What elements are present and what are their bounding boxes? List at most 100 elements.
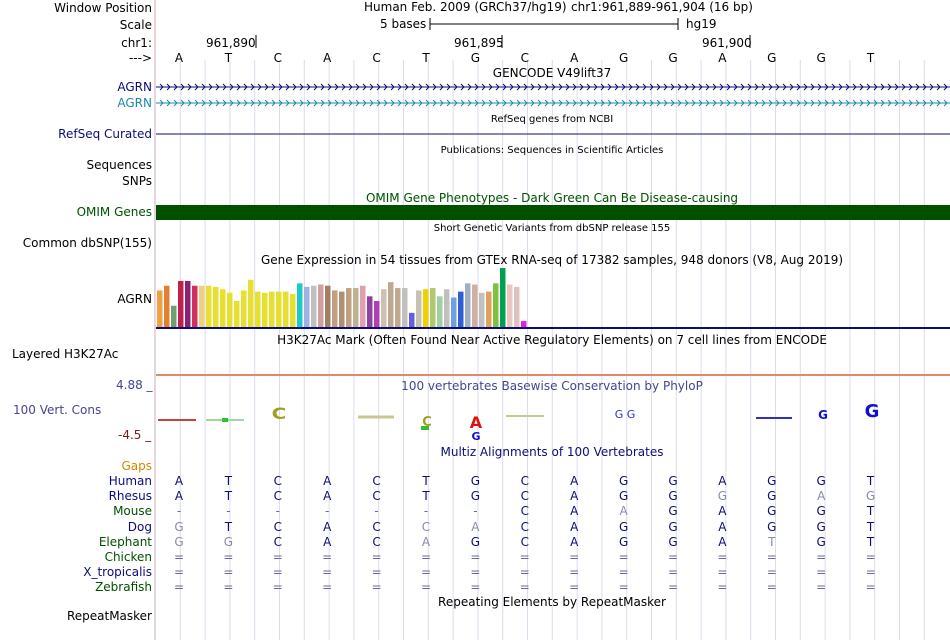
chevron-right-icon	[831, 99, 836, 107]
gtex-tissue-bar[interactable]	[290, 293, 296, 327]
gtex-tissue-bar[interactable]	[297, 283, 303, 327]
gtex-tissue-bar[interactable]	[311, 285, 317, 327]
gtex-tissue-bar[interactable]	[185, 280, 191, 327]
gtex-tissue-bar[interactable]	[458, 291, 464, 327]
gtex-gene-label[interactable]: AGRN	[117, 292, 152, 306]
gtex-tissue-bar[interactable]	[199, 285, 205, 327]
gtex-tissue-bar[interactable]	[430, 288, 436, 327]
gtex-tissue-bar[interactable]	[514, 286, 520, 327]
gencode-gene-label-2[interactable]: AGRN	[117, 96, 152, 110]
gtex-tissue-bar[interactable]	[409, 312, 415, 327]
gtex-tissue-bar[interactable]	[353, 288, 359, 327]
chevron-right-icon	[439, 99, 444, 107]
multiz-species-label[interactable]: Dog	[127, 519, 152, 534]
chevron-right-icon	[537, 83, 542, 91]
gtex-tissue-bar[interactable]	[192, 285, 198, 327]
gtex-tissue-bar[interactable]	[283, 291, 289, 327]
alignment-base: G	[668, 534, 678, 549]
h3k27ac-track-label[interactable]: Layered H3K27Ac	[12, 347, 119, 361]
chevron-right-icon	[824, 83, 829, 91]
repeatmasker-track-label[interactable]: RepeatMasker	[66, 609, 152, 623]
gtex-tissue-bar[interactable]	[325, 285, 331, 327]
gtex-tissue-bar[interactable]	[479, 292, 485, 327]
gtex-tissue-bar[interactable]	[521, 321, 527, 327]
dbsnp-track-label[interactable]: Common dbSNP(155)	[22, 236, 152, 250]
gtex-tissue-bar[interactable]	[332, 290, 338, 327]
gtex-tissue-bar[interactable]	[500, 268, 506, 327]
gtex-tissue-bar[interactable]	[318, 284, 324, 327]
cons-track-label[interactable]: 100 Vert. Cons	[13, 403, 102, 417]
base-letter: T	[866, 51, 875, 65]
gtex-tissue-bar[interactable]	[178, 280, 184, 327]
gtex-tissue-bar[interactable]	[248, 279, 254, 327]
chevron-right-icon	[901, 83, 906, 91]
gtex-tissue-bar[interactable]	[241, 290, 247, 327]
base-letter: A	[174, 51, 184, 65]
gene-agrn-1[interactable]	[156, 83, 950, 91]
gtex-tissue-bar[interactable]	[486, 291, 492, 327]
multiz-species-label[interactable]: Elephant	[98, 534, 152, 549]
gtex-tissue-bar[interactable]	[472, 284, 478, 327]
alignment-base: G	[470, 534, 481, 549]
gtex-tissue-bar[interactable]	[213, 286, 219, 327]
alignment-base: G	[618, 519, 629, 534]
chevron-right-icon	[558, 83, 563, 91]
gtex-tissue-bar[interactable]	[388, 282, 394, 327]
chevron-right-icon	[544, 83, 549, 91]
gtex-tissue-bar[interactable]	[339, 291, 345, 327]
chevron-right-icon	[544, 99, 549, 107]
gtex-tissue-bar[interactable]	[465, 283, 471, 327]
omim-gene-bar[interactable]	[156, 205, 950, 220]
gtex-tissue-bar[interactable]	[416, 290, 422, 327]
gtex-tissue-bar[interactable]	[227, 292, 233, 327]
chevron-right-icon	[467, 99, 472, 107]
omim-track-label[interactable]: OMIM Genes	[76, 205, 152, 219]
gencode-gene-label-1[interactable]: AGRN	[117, 80, 152, 94]
gtex-tissue-bar[interactable]	[269, 291, 275, 327]
gtex-tissue-bar[interactable]	[451, 297, 457, 328]
gtex-tissue-bar[interactable]	[423, 289, 429, 327]
gtex-tissue-bar[interactable]	[402, 288, 408, 327]
publications-label-snps[interactable]: SNPs	[122, 174, 152, 188]
gtex-tissue-bar[interactable]	[360, 285, 366, 327]
gtex-tissue-bar[interactable]	[262, 292, 268, 327]
gtex-tissue-bar[interactable]	[507, 284, 513, 327]
chevron-right-icon	[908, 83, 913, 91]
multiz-species-label[interactable]: Rhesus	[108, 489, 152, 504]
gtex-tissue-bar[interactable]	[437, 296, 443, 327]
position-text[interactable]: chr1:961,889-961,904 (16 bp)	[571, 0, 753, 14]
gtex-bars[interactable]	[157, 268, 527, 327]
repeatmasker-track-title: Repeating Elements by RepeatMasker	[438, 595, 666, 609]
base-letter: A	[323, 51, 332, 65]
chevron-right-icon	[817, 99, 822, 107]
multiz-species-label[interactable]: X_tropicalis	[83, 565, 152, 580]
gtex-tissue-bar[interactable]	[304, 286, 310, 327]
gtex-tissue-bar[interactable]	[367, 296, 373, 327]
conservation-logo[interactable]: C C A G G G G G	[158, 401, 879, 443]
gtex-tissue-bar[interactable]	[255, 291, 261, 327]
gtex-tissue-bar[interactable]	[374, 301, 380, 327]
gtex-tissue-bar[interactable]	[346, 288, 352, 327]
gtex-tissue-bar[interactable]	[171, 305, 177, 327]
gtex-tissue-bar[interactable]	[444, 289, 450, 327]
multiz-species-label[interactable]: Mouse	[113, 504, 152, 519]
gtex-tissue-bar[interactable]	[164, 285, 170, 327]
gtex-tissue-bar[interactable]	[157, 290, 163, 327]
gtex-tissue-bar[interactable]	[493, 283, 499, 327]
publications-label-sequences[interactable]: Sequences	[86, 158, 152, 172]
gtex-tissue-bar[interactable]	[206, 285, 212, 327]
gtex-tissue-bar[interactable]	[220, 289, 226, 327]
alignment-base: C	[520, 504, 529, 519]
multiz-species-label[interactable]: Human	[108, 474, 152, 488]
refseq-track-label[interactable]: RefSeq Curated	[58, 127, 152, 141]
gtex-tissue-bar[interactable]	[395, 288, 401, 327]
gtex-tissue-bar[interactable]	[381, 289, 387, 327]
gtex-tissue-bar[interactable]	[234, 301, 240, 327]
multiz-species-label[interactable]: Zebrafish	[95, 580, 152, 595]
alignment-base: A	[323, 489, 332, 504]
chevron-right-icon	[880, 83, 885, 91]
multiz-species-label[interactable]: Chicken	[104, 550, 152, 564]
gene-agrn-2[interactable]	[156, 99, 950, 107]
gtex-tissue-bar[interactable]	[276, 291, 282, 327]
